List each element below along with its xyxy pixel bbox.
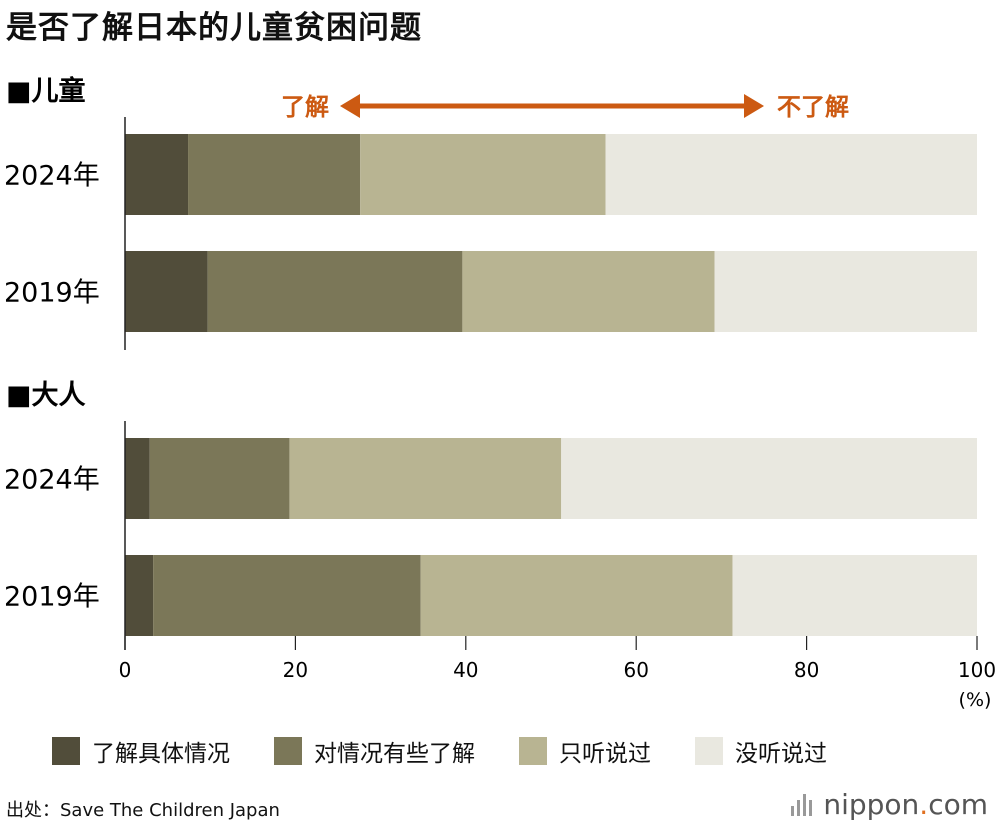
group-label: ■儿童 — [6, 75, 86, 107]
legend-item: 没听说过 — [695, 734, 827, 768]
bars — [125, 134, 977, 636]
axes: 0 20 40 60 80 100 (%) — [119, 117, 996, 711]
legend-label: 没听说过 — [735, 741, 827, 767]
bar-segment — [125, 251, 208, 332]
legend-item: 只听说过 — [519, 734, 651, 768]
x-tick-label: 20 — [283, 658, 308, 682]
bar-segment — [125, 134, 189, 215]
row-label: 2019年 — [4, 278, 100, 309]
legend-swatch — [52, 737, 80, 765]
legend-label: 对情况有些了解 — [314, 741, 475, 767]
legend: 了解具体情况 对情况有些了解 只听说过 没听说过 — [52, 734, 871, 768]
chart-title: 是否了解日本的儿童贫困问题 — [6, 10, 422, 46]
row-label: 2019年 — [4, 582, 100, 613]
legend-swatch — [695, 737, 723, 765]
bar-segment — [289, 438, 562, 519]
source-note: 出处：Save The Children Japan — [6, 800, 280, 821]
legend-label: 只听说过 — [559, 741, 651, 767]
legend-swatch — [519, 737, 547, 765]
logo-dot: . — [919, 788, 929, 821]
x-tick-label: 100 — [958, 658, 996, 682]
bar-segment — [125, 438, 150, 519]
logo-name: nippon — [823, 788, 920, 821]
bar-segment — [420, 555, 733, 636]
legend-item: 对情况有些了解 — [274, 734, 475, 768]
bar-segment — [149, 438, 290, 519]
bar-segment — [125, 555, 154, 636]
row-label: 2024年 — [4, 465, 100, 496]
row-label: 2024年 — [4, 161, 100, 192]
arrow-left-label: 了解 — [281, 93, 329, 121]
bar-segment — [605, 134, 977, 215]
x-tick-label: 0 — [119, 658, 132, 682]
bar-segment — [360, 134, 606, 215]
group-label: ■大人 — [6, 380, 86, 411]
nippon-logo: nippon. com — [791, 788, 988, 821]
arrow-right-head — [744, 94, 764, 118]
x-tick-label: 80 — [794, 658, 819, 682]
x-tick-label: 40 — [453, 658, 478, 682]
legend-swatch — [274, 737, 302, 765]
legend-label: 了解具体情况 — [92, 741, 230, 767]
group-labels: ■儿童 2024年 2019年 ■大人 2024年 2019年 — [4, 75, 100, 613]
logo-suffix: com — [928, 788, 988, 821]
bar-segment — [207, 251, 463, 332]
stacked-bar-chart: ■儿童 2024年 2019年 ■大人 2024年 2019年 0 20 40 60 80 100 (… — [4, 75, 996, 711]
x-unit-label: (%) — [959, 689, 992, 711]
bar-segment — [188, 134, 361, 215]
bar-segment — [153, 555, 421, 636]
bar-segment — [714, 251, 977, 332]
bar-segment — [462, 251, 715, 332]
legend-item: 了解具体情况 — [52, 734, 230, 768]
arrow-left-head — [340, 94, 360, 118]
logo-bars-icon — [791, 793, 815, 816]
x-tick-label: 60 — [623, 658, 648, 682]
awareness-arrow: 了解 不了解 — [281, 93, 849, 121]
arrow-right-label: 不了解 — [777, 93, 849, 121]
bar-segment — [561, 438, 977, 519]
bar-segment — [732, 555, 977, 636]
